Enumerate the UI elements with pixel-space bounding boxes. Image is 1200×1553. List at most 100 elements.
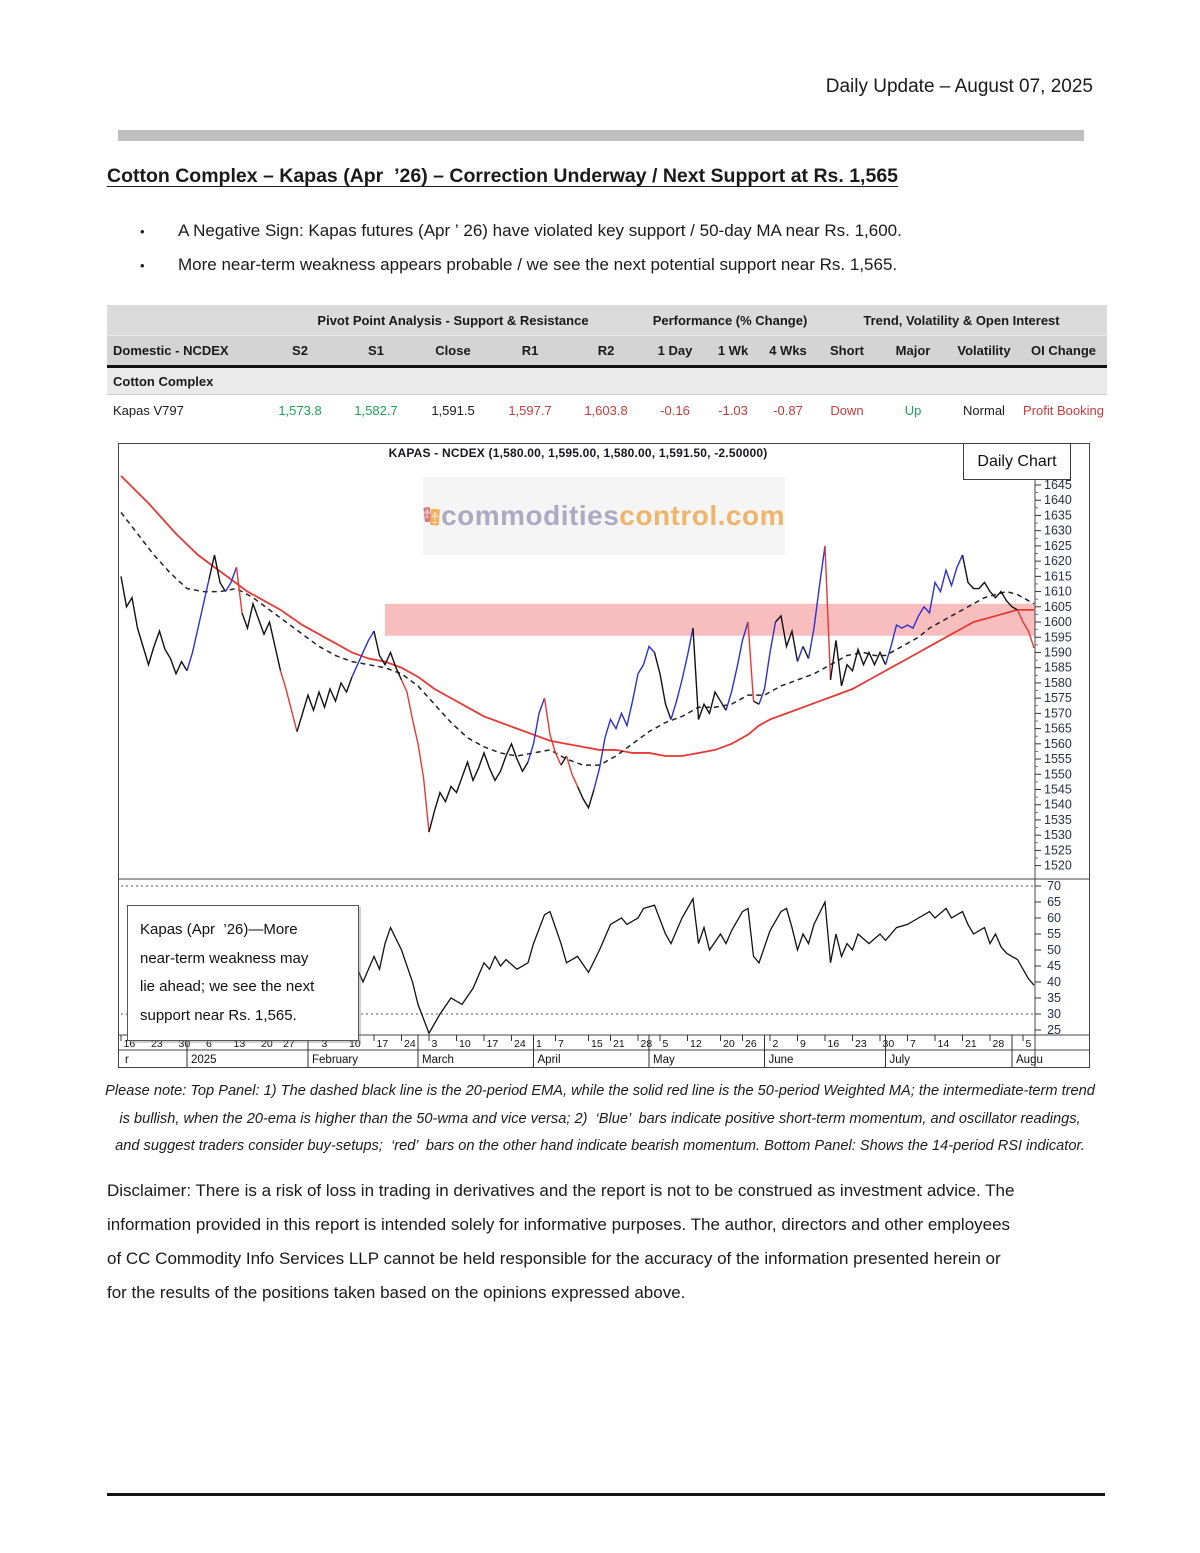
svg-text:17: 17 <box>377 1038 389 1050</box>
cell-instrument: Kapas V797 <box>113 402 184 418</box>
svg-text:1575: 1575 <box>1044 691 1072 705</box>
table-section-row: Cotton Complex <box>107 368 1107 395</box>
svg-text:17: 17 <box>487 1038 499 1050</box>
table-header-rule <box>107 365 1107 368</box>
col-header: 1 Day <box>657 343 693 358</box>
svg-text:1550: 1550 <box>1044 767 1072 781</box>
svg-text:1600: 1600 <box>1044 615 1072 629</box>
svg-text:1615: 1615 <box>1044 569 1072 583</box>
svg-text:1580: 1580 <box>1044 676 1072 690</box>
svg-text:r: r <box>125 1054 129 1066</box>
col-header: Close <box>435 343 471 358</box>
disclaimer-text: Disclaimer: There is a risk of loss in t… <box>107 1174 1102 1310</box>
annotation-line: Kapas (Apr ’26)—More <box>140 921 298 938</box>
table-group-header-row: Pivot Point Analysis - Support & Resista… <box>107 305 1107 335</box>
col-header: 4 Wks <box>769 343 807 358</box>
footnote-line: and suggest traders consider buy-setups;… <box>115 1138 1085 1154</box>
group-header-pivot: Pivot Point Analysis - Support & Resista… <box>317 312 589 328</box>
svg-text:1520: 1520 <box>1044 859 1072 873</box>
svg-text:21: 21 <box>965 1038 977 1050</box>
svg-text:June: June <box>769 1054 794 1066</box>
col-header: 1 Wk <box>717 343 749 358</box>
svg-text:1560: 1560 <box>1044 737 1072 751</box>
svg-text:28: 28 <box>641 1038 653 1050</box>
disclaimer-line: of CC Commodity Info Services LLP cannot… <box>107 1249 1001 1268</box>
col-header: Major <box>895 343 931 358</box>
svg-text:7: 7 <box>910 1038 916 1050</box>
svg-text:1635: 1635 <box>1044 508 1072 522</box>
svg-text:1: 1 <box>536 1038 542 1050</box>
cell-oi-change: Profit Booking <box>1023 402 1104 418</box>
svg-text:6: 6 <box>206 1038 212 1050</box>
svg-text:2: 2 <box>773 1038 779 1050</box>
svg-text:65: 65 <box>1047 895 1061 909</box>
svg-text:35: 35 <box>1047 991 1061 1005</box>
svg-text:26: 26 <box>745 1038 757 1050</box>
group-header-performance: Performance (% Change) <box>652 312 808 328</box>
col-header: Volatility <box>957 343 1011 358</box>
summary-bullets: A Negative Sign: Kapas futures (Apr ’ 26… <box>140 221 1100 289</box>
rsi-axis-labels: 70 65 60 55 50 45 40 35 30 25 <box>1035 879 1061 1037</box>
svg-text:10: 10 <box>459 1038 471 1050</box>
watermark-orange-part: control.com <box>619 500 785 531</box>
cell-major-trend: Up <box>904 402 922 418</box>
svg-text:1640: 1640 <box>1044 493 1072 507</box>
svg-text:1585: 1585 <box>1044 661 1072 675</box>
cell-s2: 1,573.8 <box>278 402 322 418</box>
svg-text:1605: 1605 <box>1044 600 1072 614</box>
svg-text:55: 55 <box>1047 927 1061 941</box>
wma50-line <box>120 475 1034 757</box>
chart-svg: 1645164016351630162516201615161016051600… <box>118 443 1090 1068</box>
watermark-text: commoditiescontrol.com <box>441 500 785 532</box>
svg-text:3: 3 <box>322 1038 328 1050</box>
col-header: Domestic - NCDEX <box>113 343 229 358</box>
svg-text:1630: 1630 <box>1044 524 1072 538</box>
svg-text:1595: 1595 <box>1044 630 1072 644</box>
svg-text:25: 25 <box>1047 1023 1061 1037</box>
bullet-text: A Negative Sign: Kapas futures (Apr ’ 26… <box>178 221 902 240</box>
support-band <box>385 603 1035 636</box>
svg-text:1570: 1570 <box>1044 706 1072 720</box>
svg-text:1565: 1565 <box>1044 722 1072 736</box>
svg-text:March: March <box>422 1054 454 1066</box>
svg-text:April: April <box>538 1054 561 1066</box>
svg-text:70: 70 <box>1047 879 1061 893</box>
svg-text:1540: 1540 <box>1044 798 1072 812</box>
svg-text:20: 20 <box>723 1038 735 1050</box>
col-header: S1 <box>368 343 384 358</box>
svg-text:30: 30 <box>179 1038 191 1050</box>
disclaimer-line: information provided in this report is i… <box>107 1215 1011 1234</box>
svg-text:1525: 1525 <box>1044 843 1072 857</box>
cell-volatility: Normal <box>963 402 1005 418</box>
price-series <box>120 545 1035 833</box>
svg-text:1545: 1545 <box>1044 783 1072 797</box>
svg-text:21: 21 <box>613 1038 625 1050</box>
svg-text:50: 50 <box>1047 943 1061 957</box>
svg-text:1610: 1610 <box>1044 585 1072 599</box>
svg-text:February: February <box>312 1054 358 1066</box>
svg-text:30: 30 <box>883 1038 895 1050</box>
page-bottom-rule <box>107 1493 1105 1496</box>
svg-text:1620: 1620 <box>1044 554 1072 568</box>
col-header: S2 <box>292 343 308 358</box>
col-header: R1 <box>521 343 539 358</box>
svg-text:May: May <box>653 1054 675 1066</box>
rsi-line <box>345 896 1035 1035</box>
svg-text:15: 15 <box>591 1038 603 1050</box>
svg-text:16: 16 <box>124 1038 136 1050</box>
svg-text:1645: 1645 <box>1044 478 1072 492</box>
col-header: Short <box>830 343 864 358</box>
svg-text:July: July <box>890 1054 911 1066</box>
bullet-text: More near-term weakness appears probable… <box>178 255 898 274</box>
svg-text:2025: 2025 <box>191 1054 217 1066</box>
page-title: Cotton Complex – Kapas (Apr ’26) – Corre… <box>107 165 899 187</box>
commoditiescontrol-watermark: commoditiescontrol.com <box>423 477 785 555</box>
annotation-line: near-term weakness may <box>140 949 309 967</box>
col-header: OI Change <box>1030 343 1096 358</box>
cell-r1: 1,597.7 <box>508 402 552 418</box>
svg-text:1535: 1535 <box>1044 813 1072 827</box>
pivot-analysis-table: Pivot Point Analysis - Support & Resista… <box>107 305 1107 425</box>
svg-text:45: 45 <box>1047 959 1061 973</box>
report-date-header: Daily Update – August 07, 2025 <box>825 76 1093 97</box>
